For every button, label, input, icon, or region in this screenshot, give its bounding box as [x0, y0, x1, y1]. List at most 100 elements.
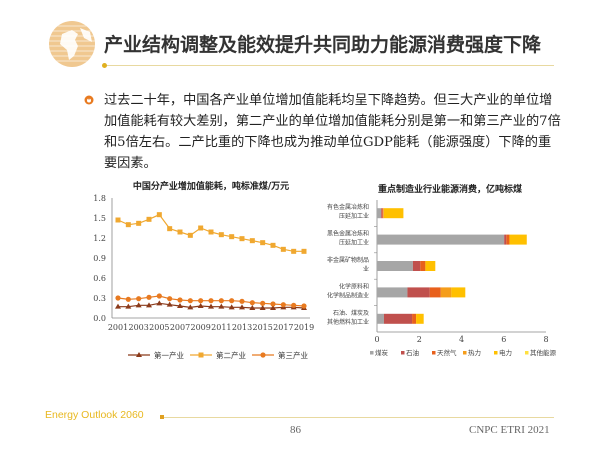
bar-segment — [382, 208, 384, 219]
category-label: 黑色金属冶炼和 — [327, 230, 369, 238]
data-point — [218, 232, 224, 238]
data-point — [167, 296, 173, 302]
category-label: 业 — [363, 265, 369, 273]
data-point — [249, 300, 255, 306]
title-divider-dot — [102, 63, 107, 68]
legend-marker — [198, 352, 204, 358]
data-point — [125, 222, 131, 228]
bar-segment — [506, 234, 510, 245]
data-point — [260, 240, 266, 246]
category-label: 石油、煤炭及 — [333, 309, 369, 317]
category-label: 非金属矿物制品 — [327, 256, 369, 264]
bar-segment — [420, 261, 426, 271]
bar-segment — [412, 313, 417, 324]
data-point — [270, 301, 276, 307]
bar-segment — [440, 287, 452, 298]
data-point — [208, 229, 214, 235]
legend-swatch — [463, 351, 467, 355]
data-point — [291, 302, 297, 308]
body-paragraph: 过去二十年，中国各产业单位增加值能耗均呈下降趋势。但三大产业的单位增加值能耗有较… — [104, 93, 561, 171]
y-tick-label: 1.8 — [93, 194, 106, 203]
legend-label: 石油 — [406, 348, 419, 357]
x-tick-label: 8 — [543, 335, 548, 344]
data-point — [239, 236, 245, 242]
data-point — [135, 302, 142, 308]
bar-segment — [377, 234, 505, 245]
data-point — [187, 298, 193, 304]
y-tick-label: 0.6 — [93, 274, 106, 283]
data-point — [291, 248, 297, 254]
x-tick-label: 2009 — [190, 323, 210, 332]
data-point — [115, 217, 121, 223]
category-label: 化学原料和 — [339, 282, 369, 290]
data-point — [197, 303, 204, 308]
data-point — [270, 305, 276, 310]
category-label: 化学制品制造业 — [327, 291, 369, 299]
data-point — [167, 226, 173, 232]
legend-swatch — [525, 351, 529, 355]
legend-label: 其他能源 — [530, 348, 557, 357]
data-point — [260, 300, 266, 306]
bar-segment — [416, 313, 424, 324]
x-tick-label: 2 — [417, 335, 422, 344]
y-tick-label: 1.5 — [93, 214, 106, 223]
legend-marker — [136, 352, 142, 357]
category-label: 其他燃料加工业 — [327, 318, 369, 326]
globe-icon — [49, 21, 95, 67]
data-point — [198, 298, 204, 304]
bar-segment — [425, 261, 436, 271]
bar-segment — [383, 313, 413, 324]
data-point — [301, 303, 307, 309]
data-point — [301, 248, 307, 254]
legend-swatch — [401, 351, 405, 355]
y-tick-label: 0.0 — [93, 314, 106, 323]
data-point — [208, 303, 214, 309]
legend-label: 煤炭 — [375, 348, 389, 357]
data-point — [239, 304, 245, 310]
legend-label: 第三产业 — [278, 350, 308, 360]
data-point — [229, 234, 235, 240]
x-tick-label: 0 — [374, 335, 379, 344]
data-point — [280, 246, 286, 252]
legend-label: 第二产业 — [216, 350, 246, 360]
data-point — [146, 294, 152, 300]
bar-segment — [377, 313, 384, 324]
x-tick-label: 4 — [459, 335, 464, 344]
legend-swatch — [494, 351, 498, 355]
bar-segment — [383, 208, 404, 219]
page-number: 86 — [290, 424, 301, 436]
x-tick-label: 2015 — [252, 323, 272, 332]
data-point — [136, 220, 142, 226]
data-point — [198, 225, 204, 231]
data-point — [177, 303, 183, 308]
data-point — [177, 297, 183, 303]
data-point — [270, 242, 276, 248]
bar-segment — [407, 287, 430, 298]
data-point — [156, 293, 162, 299]
data-point — [228, 304, 235, 310]
x-tick-label: 2005 — [149, 323, 169, 332]
x-tick-label: 2007 — [170, 323, 190, 332]
data-point — [259, 305, 266, 310]
data-point — [136, 296, 142, 302]
legend-marker — [260, 352, 266, 358]
y-tick-label: 0.9 — [93, 254, 106, 263]
data-point — [187, 232, 193, 238]
bar-segment — [377, 287, 408, 298]
data-point — [177, 229, 183, 235]
legend-label: 天然气 — [437, 348, 457, 357]
data-point — [115, 303, 121, 309]
data-point — [125, 296, 131, 302]
bar-segment — [509, 234, 527, 245]
category-label: 有色金属冶炼和 — [327, 203, 369, 211]
x-tick-label: 2019 — [294, 323, 314, 332]
x-tick-label: 2013 — [232, 323, 252, 332]
data-point — [208, 298, 214, 304]
bar-segment — [381, 208, 383, 219]
data-point — [156, 300, 163, 306]
bar-chart-title: 重点制造业行业能源消费，亿吨标煤 — [378, 183, 522, 195]
circle-bullet-icon — [84, 95, 94, 105]
legend-swatch — [432, 351, 436, 355]
legend-label: 第一产业 — [154, 350, 184, 360]
